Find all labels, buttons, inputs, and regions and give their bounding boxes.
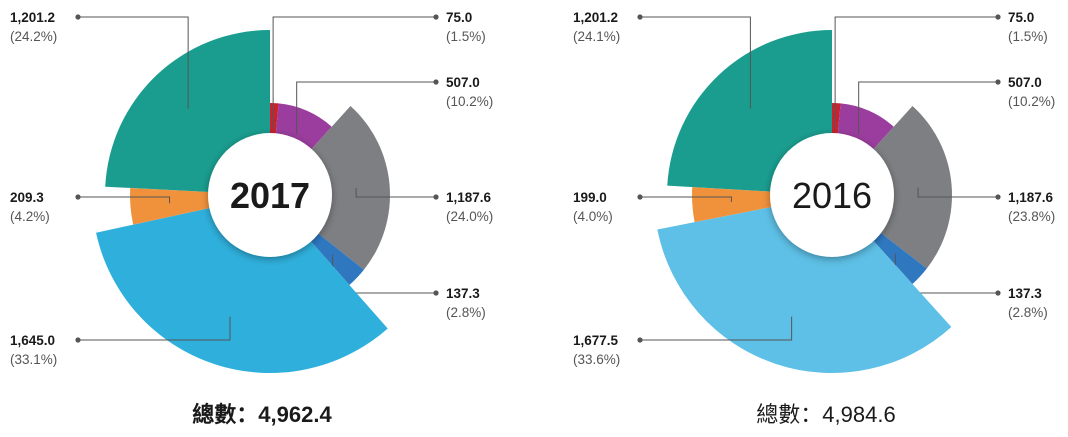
center-disc	[208, 133, 332, 257]
leader-line	[272, 16, 436, 129]
leader-line	[78, 196, 171, 204]
leader-dot	[75, 14, 81, 20]
leader-dot	[433, 194, 439, 200]
slice-value-label: 75.0	[446, 10, 472, 25]
leader-dot	[433, 14, 439, 20]
slice-percent-label: (2.8%)	[1008, 305, 1048, 320]
leader-line	[78, 316, 231, 341]
pie-slice	[870, 105, 953, 269]
slice-percent-label: (2.8%)	[446, 305, 486, 320]
slice-percent-label: (4.2%)	[10, 209, 50, 224]
slice-percent-label: (24.0%)	[446, 209, 493, 224]
slice-value-label: 1,201.2	[10, 10, 55, 25]
slice-percent-label: (1.5%)	[1008, 29, 1048, 44]
slice-percent-label: (23.8%)	[1008, 209, 1055, 224]
slice-value-label: 507.0	[446, 75, 480, 90]
leader-dot	[995, 194, 1001, 200]
center-year-label: 2017	[230, 175, 310, 216]
pie-chart-2017: 75.0 (1.5%) 507.0 (10.2%) 1,187.6 (24.0%) 137.…	[10, 10, 493, 427]
pie-slice	[832, 103, 841, 138]
leader-line	[834, 16, 998, 129]
slice-value-label: 137.3	[1008, 286, 1042, 301]
leader-dot	[637, 337, 643, 343]
leader-dot	[433, 79, 439, 85]
leader-line	[296, 81, 436, 135]
leader-line	[640, 316, 793, 341]
slice-value-label: 209.3	[10, 190, 44, 205]
total-label: 總數：4,984.6	[756, 402, 895, 427]
leader-line	[355, 187, 436, 198]
pie-slice	[96, 207, 388, 373]
leader-dot	[75, 194, 81, 200]
slice-value-label: 75.0	[1008, 10, 1034, 25]
slice-percent-label: (10.2%)	[1008, 94, 1055, 109]
leader-dot	[637, 14, 643, 20]
slice-percent-label: (1.5%)	[446, 29, 486, 44]
leader-dot	[995, 14, 1001, 20]
slice-value-label: 137.3	[446, 286, 480, 301]
pie-slice	[657, 206, 952, 373]
pie-slice	[308, 231, 364, 286]
slice-value-label: 199.0	[573, 190, 607, 205]
slice-value-label: 1,201.2	[573, 10, 618, 25]
slice-percent-label: (24.1%)	[573, 29, 620, 44]
leader-dot	[75, 337, 81, 343]
slice-value-label: 1,187.6	[1008, 190, 1054, 205]
slice-percent-label: (33.6%)	[573, 352, 620, 367]
pie-chart-2016: 75.0 (1.5%) 507.0 (10.2%) 1,187.6 (23.8%) 137.…	[573, 10, 1055, 427]
leader-line	[917, 187, 998, 198]
leader-line	[858, 81, 998, 135]
slice-percent-label: (33.1%)	[10, 352, 57, 367]
pie-slice	[308, 105, 390, 270]
slice-percent-label: (24.2%)	[10, 29, 57, 44]
leader-line	[78, 16, 189, 109]
center-disc	[770, 133, 894, 257]
leader-line	[640, 16, 751, 109]
leader-dot	[995, 79, 1001, 85]
leader-dot	[433, 290, 439, 296]
leader-dot	[637, 194, 643, 200]
slice-value-label: 507.0	[1008, 75, 1042, 90]
leader-dot	[995, 290, 1001, 296]
leader-line	[640, 196, 732, 202]
slice-value-label: 1,645.0	[10, 333, 55, 348]
slice-percent-label: (10.2%)	[446, 94, 493, 109]
pie-slice	[270, 103, 279, 138]
slice-value-label: 1,677.5	[573, 333, 619, 348]
total-label: 總數：4,962.4	[192, 402, 332, 427]
slice-percent-label: (4.0%)	[573, 209, 613, 224]
center-year-label: 2016	[792, 175, 872, 216]
pie-slice	[870, 230, 927, 285]
slice-value-label: 1,187.6	[446, 190, 492, 205]
pie-slice	[692, 187, 776, 223]
